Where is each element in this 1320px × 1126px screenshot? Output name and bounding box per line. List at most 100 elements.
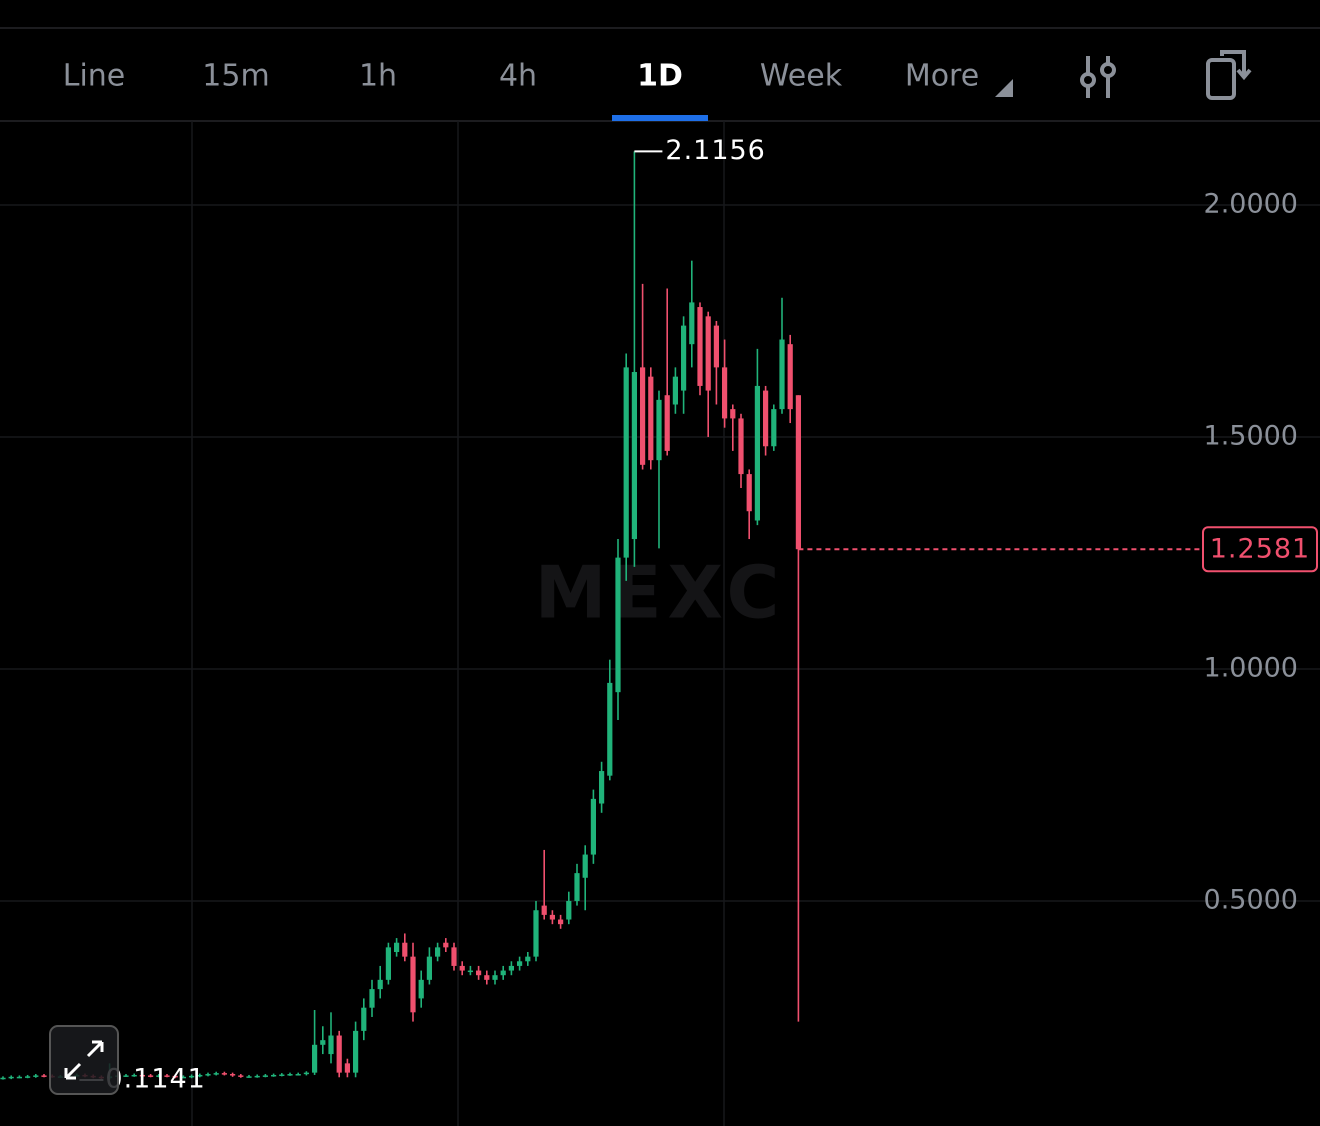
candle-body bbox=[361, 1007, 367, 1031]
candle-body bbox=[287, 1074, 293, 1076]
candle-body bbox=[787, 344, 793, 410]
candle-body bbox=[681, 325, 687, 391]
candle-body bbox=[385, 947, 391, 980]
candle-body bbox=[656, 399, 662, 461]
tab[interactable]: 15m bbox=[202, 59, 269, 94]
candle-body bbox=[139, 1074, 145, 1077]
candle-body bbox=[8, 1076, 14, 1079]
candle-body bbox=[0, 1077, 6, 1080]
candle-body bbox=[394, 942, 400, 953]
candle-body bbox=[771, 409, 777, 447]
candle-body bbox=[599, 771, 605, 804]
rotate-icon[interactable] bbox=[1206, 50, 1252, 100]
candle-body bbox=[123, 1075, 129, 1077]
candle-body bbox=[558, 919, 564, 925]
candle-body bbox=[279, 1074, 285, 1076]
candle-body bbox=[615, 557, 621, 693]
candle-body bbox=[312, 1044, 318, 1073]
candle-body bbox=[41, 1075, 47, 1077]
watermark: MEXC bbox=[535, 551, 786, 635]
candle-body bbox=[508, 965, 514, 971]
candle-body bbox=[213, 1073, 219, 1075]
candle-body bbox=[574, 873, 580, 901]
tab[interactable]: Week bbox=[760, 59, 843, 94]
candle-body bbox=[640, 367, 646, 465]
plot: 0.5000 1.0000 1.5000 2.0000 2.1156 0.1141 1.25… bbox=[0, 135, 1318, 1095]
active-tab-indicator bbox=[612, 115, 708, 121]
candle-body bbox=[16, 1076, 22, 1079]
y-tick-label: 2.0000 bbox=[1204, 188, 1298, 219]
candle-body bbox=[189, 1075, 195, 1078]
candle-body bbox=[525, 956, 531, 962]
tab[interactable]: More bbox=[905, 59, 979, 94]
candle-body bbox=[664, 395, 670, 451]
last-price-box bbox=[1202, 526, 1318, 573]
y-tick-label: 0.5000 bbox=[1204, 884, 1298, 915]
candle-body bbox=[172, 1075, 178, 1078]
candle-body bbox=[197, 1074, 203, 1077]
candle-body bbox=[230, 1074, 236, 1076]
candle-body bbox=[648, 376, 654, 461]
tab[interactable]: 1h bbox=[359, 59, 397, 94]
candle-body bbox=[484, 975, 490, 980]
candle-body bbox=[476, 970, 482, 976]
candle-body bbox=[295, 1074, 301, 1076]
candle-body bbox=[221, 1073, 227, 1075]
tab[interactable]: Line bbox=[63, 59, 126, 94]
candle-body bbox=[492, 975, 498, 980]
candle-body bbox=[705, 316, 711, 391]
candle-body bbox=[500, 970, 506, 976]
more-caret bbox=[995, 79, 1013, 97]
expand-button[interactable] bbox=[49, 1025, 119, 1095]
candle-body bbox=[631, 372, 637, 540]
candle-body bbox=[763, 390, 769, 447]
candle-body bbox=[205, 1074, 211, 1076]
candle-body bbox=[180, 1076, 186, 1079]
candle-body bbox=[590, 798, 596, 855]
tab[interactable]: 1D bbox=[637, 59, 683, 94]
candle-body bbox=[451, 947, 457, 966]
candle-body bbox=[410, 956, 416, 1013]
candle-body bbox=[320, 1040, 326, 1045]
candle-body bbox=[156, 1075, 162, 1077]
candle-body bbox=[148, 1075, 154, 1077]
candle-body bbox=[402, 942, 408, 957]
candle-body bbox=[443, 942, 449, 948]
candle-body bbox=[238, 1075, 244, 1077]
candle-body bbox=[533, 910, 539, 957]
candle-body bbox=[369, 989, 375, 1008]
candle-body bbox=[435, 947, 441, 957]
candle-body bbox=[607, 682, 613, 776]
candle-body bbox=[795, 395, 801, 550]
candle-body bbox=[623, 367, 629, 558]
indicator-settings-icon[interactable] bbox=[1080, 56, 1116, 98]
candle-body bbox=[246, 1076, 252, 1078]
candle-body bbox=[746, 474, 752, 512]
candle-body bbox=[517, 961, 523, 966]
high-label: 2.1156 bbox=[665, 135, 765, 166]
candle-body bbox=[713, 325, 719, 368]
y-tick-label: 1.0000 bbox=[1204, 652, 1298, 683]
candle-body bbox=[738, 418, 744, 475]
candle-body bbox=[33, 1075, 39, 1077]
candle-body bbox=[582, 854, 588, 878]
candle-body bbox=[426, 956, 432, 980]
candle-body bbox=[377, 979, 383, 990]
candle-body bbox=[754, 385, 760, 521]
candle-body bbox=[549, 914, 555, 920]
candle-body bbox=[25, 1076, 31, 1078]
candle-body bbox=[254, 1075, 260, 1078]
candle-body bbox=[336, 1035, 342, 1073]
candle-body bbox=[672, 376, 678, 405]
candle-body bbox=[566, 900, 572, 920]
tab[interactable]: 4h bbox=[499, 59, 537, 94]
candle-body bbox=[541, 905, 547, 915]
candle-body bbox=[164, 1075, 170, 1077]
candle-body bbox=[467, 970, 473, 973]
candle-body bbox=[722, 367, 728, 419]
last-price-label: 1.2581 bbox=[1210, 534, 1310, 565]
candle-body bbox=[131, 1074, 137, 1077]
